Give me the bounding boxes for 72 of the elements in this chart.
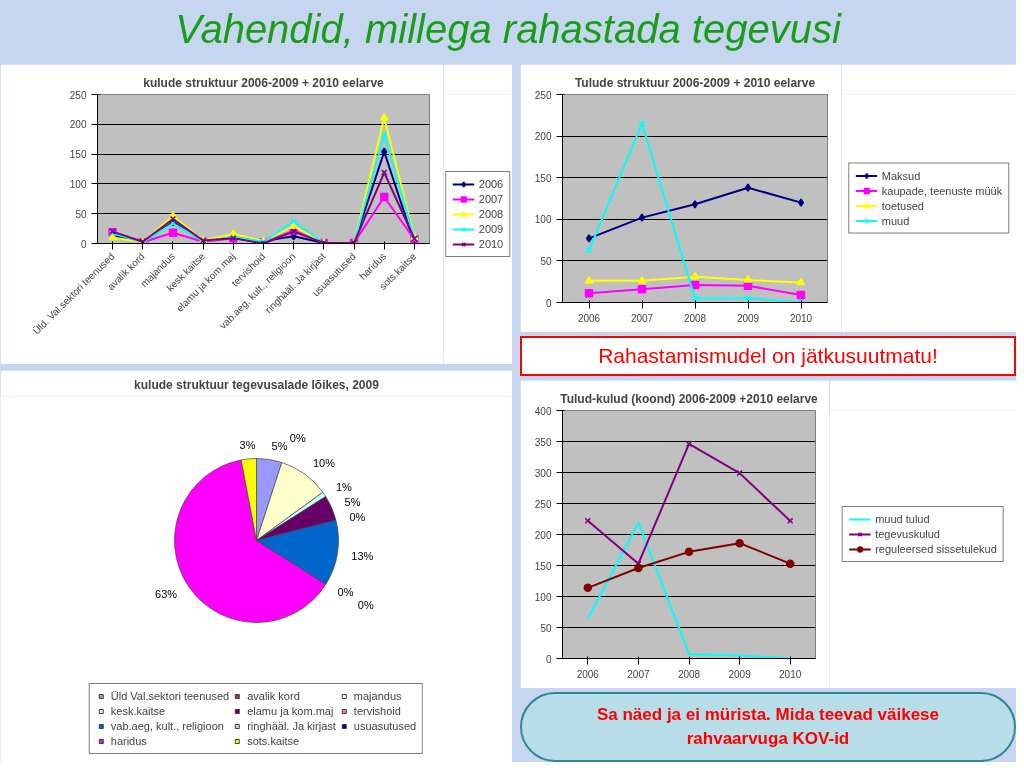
data-label: 3%	[239, 438, 256, 451]
y-tick-label: 150	[534, 560, 552, 572]
legend-label: 2007	[478, 193, 504, 205]
text: Vahendid, millega rahastada tegevusi	[174, 6, 843, 54]
legend-label: muud	[881, 214, 910, 227]
x-tick-label: 2010	[789, 312, 813, 324]
chart-title: Tulude struktuur 2006-2009 + 2010 eelarve	[574, 75, 816, 90]
y-tick-label: 100	[534, 591, 552, 603]
x-tick-label: 2008	[677, 668, 701, 680]
y-tick-label: 100	[69, 178, 87, 190]
data-label: 63%	[155, 588, 178, 601]
data-label: 1%	[335, 480, 353, 493]
legend-label: toetused	[881, 199, 924, 212]
legend-label: 2006	[478, 178, 504, 190]
y-tick-label: 250	[534, 89, 552, 101]
y-tick-label: 0	[80, 238, 87, 250]
text: 0%	[349, 510, 366, 523]
x-tick-label: 2008	[683, 312, 707, 324]
x-tick-label: 2006	[576, 668, 600, 680]
data-label: 5%	[271, 439, 288, 452]
legend-label: kaupade, teenuste müük	[881, 184, 1003, 197]
x-tick-label: 2007	[627, 668, 650, 680]
y-tick-label: 150	[69, 149, 87, 161]
text: 0%	[289, 431, 306, 444]
legend-label: elamu ja kom.maj	[247, 705, 334, 717]
legend-label: haridus	[110, 735, 147, 747]
y-tick-label: 200	[534, 529, 552, 541]
text: 0%	[357, 598, 374, 611]
data-label: 13%	[351, 549, 374, 562]
y-tick-label: 200	[69, 119, 87, 131]
legend-label: 2008	[478, 208, 504, 220]
legend-label: ringhääl. Ja kirjast	[247, 720, 336, 732]
y-tick-label: 400	[534, 405, 552, 417]
y-tick-label: 50	[75, 208, 87, 220]
legend-label: tegevuskulud	[875, 527, 940, 540]
x-tick-label: 2009	[736, 312, 760, 324]
y-tick-label: 200	[534, 131, 552, 143]
legend-label: tervishoid	[353, 705, 401, 717]
legend-label: majandus	[353, 690, 402, 702]
y-tick-label: 150	[534, 172, 552, 184]
text: Rahastamismudel on jätkusuutmatu!	[520, 336, 1016, 376]
x-tick-label: 2006	[577, 312, 601, 324]
legend-label: avalik kord	[247, 690, 300, 702]
x-tick-label: 2009	[728, 668, 752, 680]
y-tick-label: 50	[540, 255, 552, 267]
y-tick-label: 0	[545, 297, 552, 309]
y-tick-label: 100	[534, 214, 552, 226]
legend-label: 2010	[478, 238, 504, 250]
legend-label: usuasutused	[353, 720, 417, 732]
legend-label: muud tulud	[875, 512, 930, 525]
legend-label: reguleersed sissetulekud	[875, 542, 997, 555]
data-label: 10%	[312, 456, 336, 469]
y-tick-label: 250	[534, 498, 552, 510]
legend-label: sots.kaitse	[247, 735, 300, 747]
text: Sa näed ja ei mürista. Mida teevad väikese rahvaarvuga KOV-id	[520, 692, 1016, 762]
y-tick-label: 350	[534, 436, 552, 448]
y-tick-label: 300	[534, 467, 552, 479]
y-tick-label: 50	[540, 622, 552, 634]
y-tick-label: 0	[545, 653, 552, 665]
data-label: 5%	[344, 496, 361, 509]
x-tick-label: 2010	[779, 668, 802, 680]
legend-label: Üld Val.sektori teenused	[110, 690, 230, 702]
x-tick-label: 2007	[630, 312, 654, 324]
y-tick-label: 250	[69, 89, 87, 101]
chart-title: Tulud-kulud (koond) 2006-2009 +2010 eelarve	[560, 391, 819, 406]
legend-label: vab.aeg, kult., religioon	[110, 720, 224, 732]
legend-label: 2009	[478, 223, 504, 235]
legend-label: kesk.kaitse	[110, 705, 166, 717]
chart-title: kulude struktuur 2006-2009 + 2010 eelarve	[143, 75, 385, 90]
text: 0%	[337, 585, 354, 598]
chart-title: kulude struktuur tegevusalade lõikes, 2009	[134, 377, 380, 392]
legend-label: Maksud	[881, 169, 921, 182]
